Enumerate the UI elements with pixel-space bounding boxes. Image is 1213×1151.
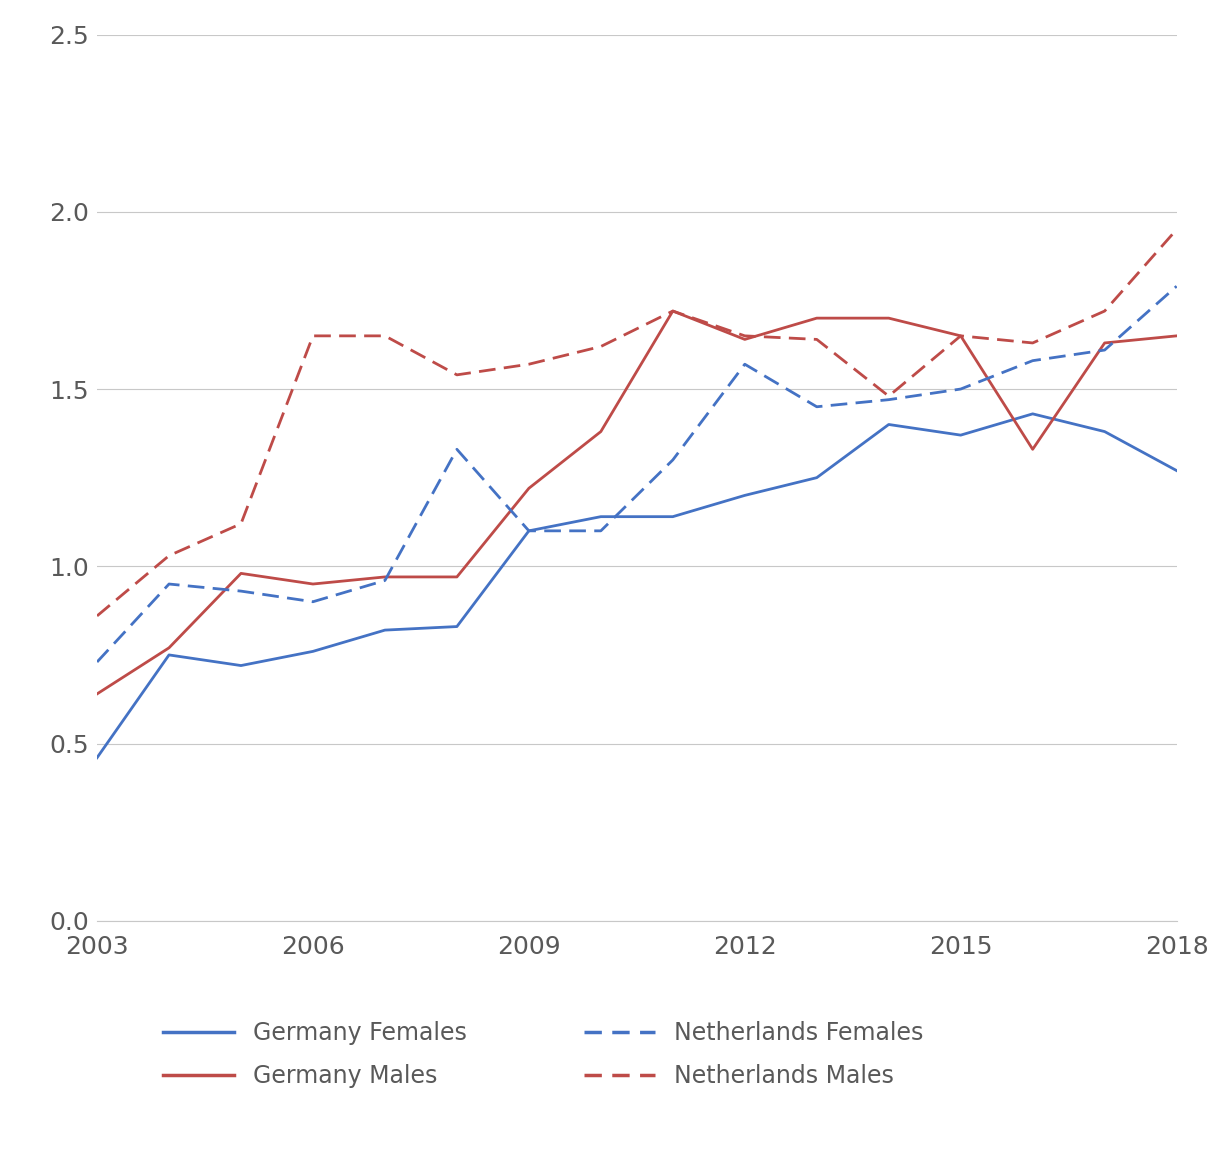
Legend: Germany Females, Germany Males, Netherlands Females, Netherlands Males: Germany Females, Germany Males, Netherla… bbox=[163, 1021, 923, 1088]
